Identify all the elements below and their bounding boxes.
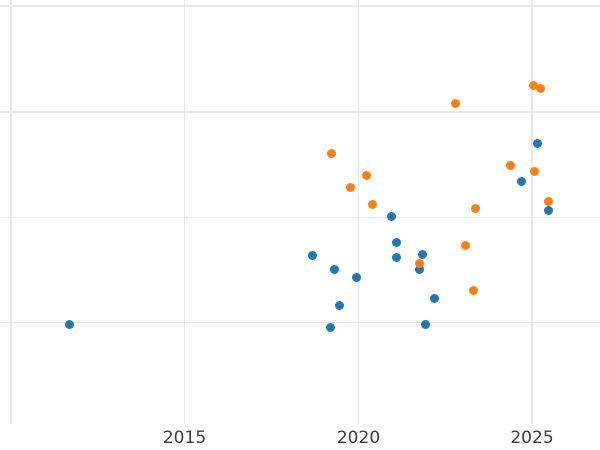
data-point-blue-series — [326, 323, 335, 332]
data-point-blue-series — [330, 265, 339, 274]
data-point-blue-series — [417, 249, 427, 259]
data-point-orange-series — [368, 200, 377, 209]
data-point-blue-series — [533, 139, 542, 148]
x-tick-label-2015: 2015 — [162, 428, 207, 448]
data-point-blue-series — [307, 251, 317, 260]
data-point-orange-series — [469, 285, 478, 295]
data-point-blue-series — [64, 320, 74, 329]
gridline-y-1 — [0, 111, 600, 113]
gridline-y-3 — [0, 321, 600, 324]
data-point-blue-series — [334, 301, 344, 310]
x-tick-label-2020: 2020 — [336, 428, 381, 448]
data-point-orange-series — [544, 197, 553, 206]
data-point-blue-series — [415, 265, 424, 274]
data-point-blue-series — [421, 319, 430, 329]
data-point-blue-series — [392, 238, 401, 247]
data-point-orange-series — [506, 160, 515, 170]
data-point-orange-series — [450, 99, 460, 108]
gridline-x-2020 — [357, 0, 360, 424]
data-point-orange-series — [528, 80, 538, 90]
data-point-orange-series — [346, 182, 355, 192]
data-point-orange-series — [530, 167, 539, 176]
data-point-blue-series — [517, 177, 526, 186]
gridline-y-2 — [0, 216, 600, 219]
data-point-blue-series — [392, 253, 401, 262]
data-point-blue-series — [544, 206, 553, 215]
gridline-x-2015 — [183, 0, 186, 424]
data-point-blue-series — [430, 294, 439, 303]
gridline-y-0 — [0, 5, 600, 7]
data-point-orange-series — [362, 171, 371, 180]
gridline-x-2010 — [10, 0, 12, 424]
data-point-orange-series — [536, 84, 545, 93]
data-point-orange-series — [470, 204, 480, 213]
data-point-blue-series — [386, 212, 396, 221]
x-tick-label-2025: 2025 — [510, 428, 554, 448]
gridline-x-2025 — [531, 0, 533, 424]
data-point-orange-series — [327, 149, 336, 158]
data-point-blue-series — [352, 273, 361, 282]
data-point-orange-series — [460, 240, 470, 250]
data-point-orange-series — [415, 258, 424, 268]
